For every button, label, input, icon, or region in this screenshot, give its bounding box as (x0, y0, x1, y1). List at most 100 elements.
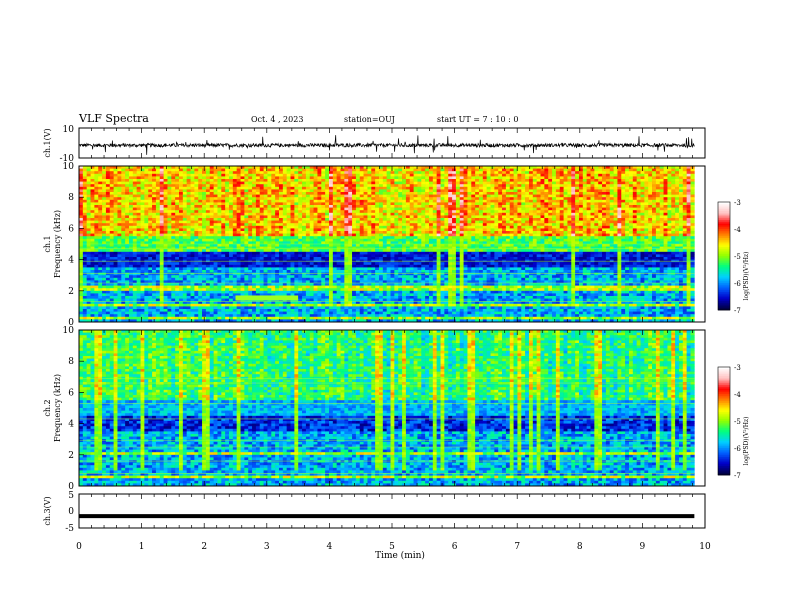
colorbar-segment (718, 433, 730, 436)
x-tick-label: 3 (264, 542, 270, 552)
colorbar-segment (718, 462, 730, 465)
colorbar-segment (718, 308, 730, 311)
colorbar-segment (718, 223, 730, 226)
date-label: Oct. 4 , 2023 (251, 115, 303, 124)
y-tick-label: 8 (68, 193, 74, 203)
ch1-waveform-panel: 10 -10 ch.1(V) (43, 125, 706, 164)
colorbar-segment (718, 368, 730, 371)
colorbar-segment (718, 464, 730, 467)
colorbar-segment (718, 266, 730, 269)
colorbar-segment (718, 460, 730, 463)
colorbar-segment (718, 275, 730, 278)
colorbar-segment (718, 299, 730, 302)
ch3-ylabel: ch.3(V) (43, 496, 52, 525)
colorbar-segment (718, 442, 730, 445)
colorbar-segment (718, 209, 730, 212)
colorbar-segment (718, 263, 730, 266)
colorbar-segment (718, 283, 730, 286)
colorbar-tick-label: -4 (734, 391, 741, 399)
ch3-ytick-0: 0 (68, 507, 74, 517)
colorbar-segment (718, 469, 730, 472)
colorbar-segment (718, 394, 730, 397)
colorbar-segment (718, 386, 730, 389)
ch2-spectrogram-panel: 0 2 4 6 8 10 ch.2 Frequency (kHz) (43, 326, 706, 492)
colorbar-segment (718, 392, 730, 395)
colorbar-segment (718, 220, 730, 223)
colorbar-segment (718, 377, 730, 380)
colorbar-segment (718, 406, 730, 409)
colorbar-segment (718, 458, 730, 461)
colorbar-segment (718, 203, 730, 206)
ch1-spec-ylabel-ch: ch.1 (43, 235, 52, 252)
y-tick-label: 4 (68, 256, 74, 266)
colorbar-segment (718, 383, 730, 386)
colorbar-segment (718, 367, 730, 370)
colorbar-segment (718, 257, 730, 260)
x-tick-label: 0 (76, 542, 82, 552)
y-tick-label: 8 (68, 357, 74, 367)
colorbar-segment (718, 453, 730, 456)
y-tick-label: 4 (68, 420, 74, 430)
colorbar-segment (718, 417, 730, 420)
colorbar-tick-label: -6 (734, 280, 741, 288)
colorbar-segment (718, 379, 730, 382)
y-tick-label: 6 (68, 388, 74, 398)
colorbar-segment (718, 247, 730, 250)
colorbar-segment (718, 401, 730, 404)
x-axis-ticks: 0 1 2 3 4 5 6 7 8 9 10 (76, 542, 711, 552)
ch3-panel: 5 0 -5 ch.3(V) (43, 491, 706, 534)
colorbar-segment (718, 256, 730, 259)
colorbar-segment (718, 421, 730, 424)
colorbar-segment (718, 424, 730, 427)
colorbar-segment (718, 243, 730, 246)
x-tick-label: 8 (577, 542, 583, 552)
y-tick-label: 0 (68, 482, 74, 492)
colorbar-segment (718, 292, 730, 295)
colorbar-segment (718, 211, 730, 214)
colorbar-segment (718, 455, 730, 458)
colorbar-segment (718, 437, 730, 440)
ch1-ytick-bottom: -10 (60, 154, 75, 164)
colorbar-segment (718, 419, 730, 422)
colorbar-segment (718, 471, 730, 474)
y-tick-label: 0 (68, 318, 74, 328)
colorbar-segment (718, 431, 730, 434)
colorbar-segment (718, 415, 730, 418)
colorbar-segment (718, 212, 730, 215)
colorbar-tick-label: -7 (734, 307, 741, 315)
colorbar-segment (718, 259, 730, 262)
colorbar-segment (718, 446, 730, 449)
x-tick-label: 9 (640, 542, 646, 552)
ch2-spec-ylabel-ch: ch.2 (43, 399, 52, 416)
colorbar-segment (718, 302, 730, 305)
colorbar-label: log(PSD)(V²/Hz) (743, 252, 750, 301)
x-tick-label: 6 (452, 542, 458, 552)
colorbar-segment (718, 227, 730, 230)
colorbar-segment (718, 286, 730, 289)
colorbar-tick-label: -6 (734, 445, 741, 453)
colorbar-segment (718, 388, 730, 391)
y-tick-label: 2 (68, 451, 74, 461)
y-tick-label: 10 (63, 326, 75, 336)
colorbar-segment (718, 230, 730, 233)
colorbar-segment (718, 236, 730, 239)
colorbar-segment (718, 274, 730, 277)
colorbar-segment (718, 268, 730, 271)
colorbar-tick-label: -4 (734, 226, 741, 234)
colorbar-segment (718, 408, 730, 411)
figure-title: VLF Spectra (78, 112, 149, 125)
x-tick-label: 5 (389, 542, 395, 552)
ch1-ylabel: ch.1(V) (43, 128, 52, 157)
colorbar-segment (718, 205, 730, 208)
colorbar-segment (718, 234, 730, 237)
colorbar-segment (718, 412, 730, 415)
colorbar-segment (718, 254, 730, 257)
colorbar-tick-label: -5 (734, 253, 741, 261)
colorbar-segment (718, 250, 730, 253)
ch1-spectrogram-panel: 0 2 4 6 8 10 ch.1 Frequency (kHz) (43, 162, 706, 328)
colorbar-segment (718, 306, 730, 309)
colorbar-segment (718, 451, 730, 454)
